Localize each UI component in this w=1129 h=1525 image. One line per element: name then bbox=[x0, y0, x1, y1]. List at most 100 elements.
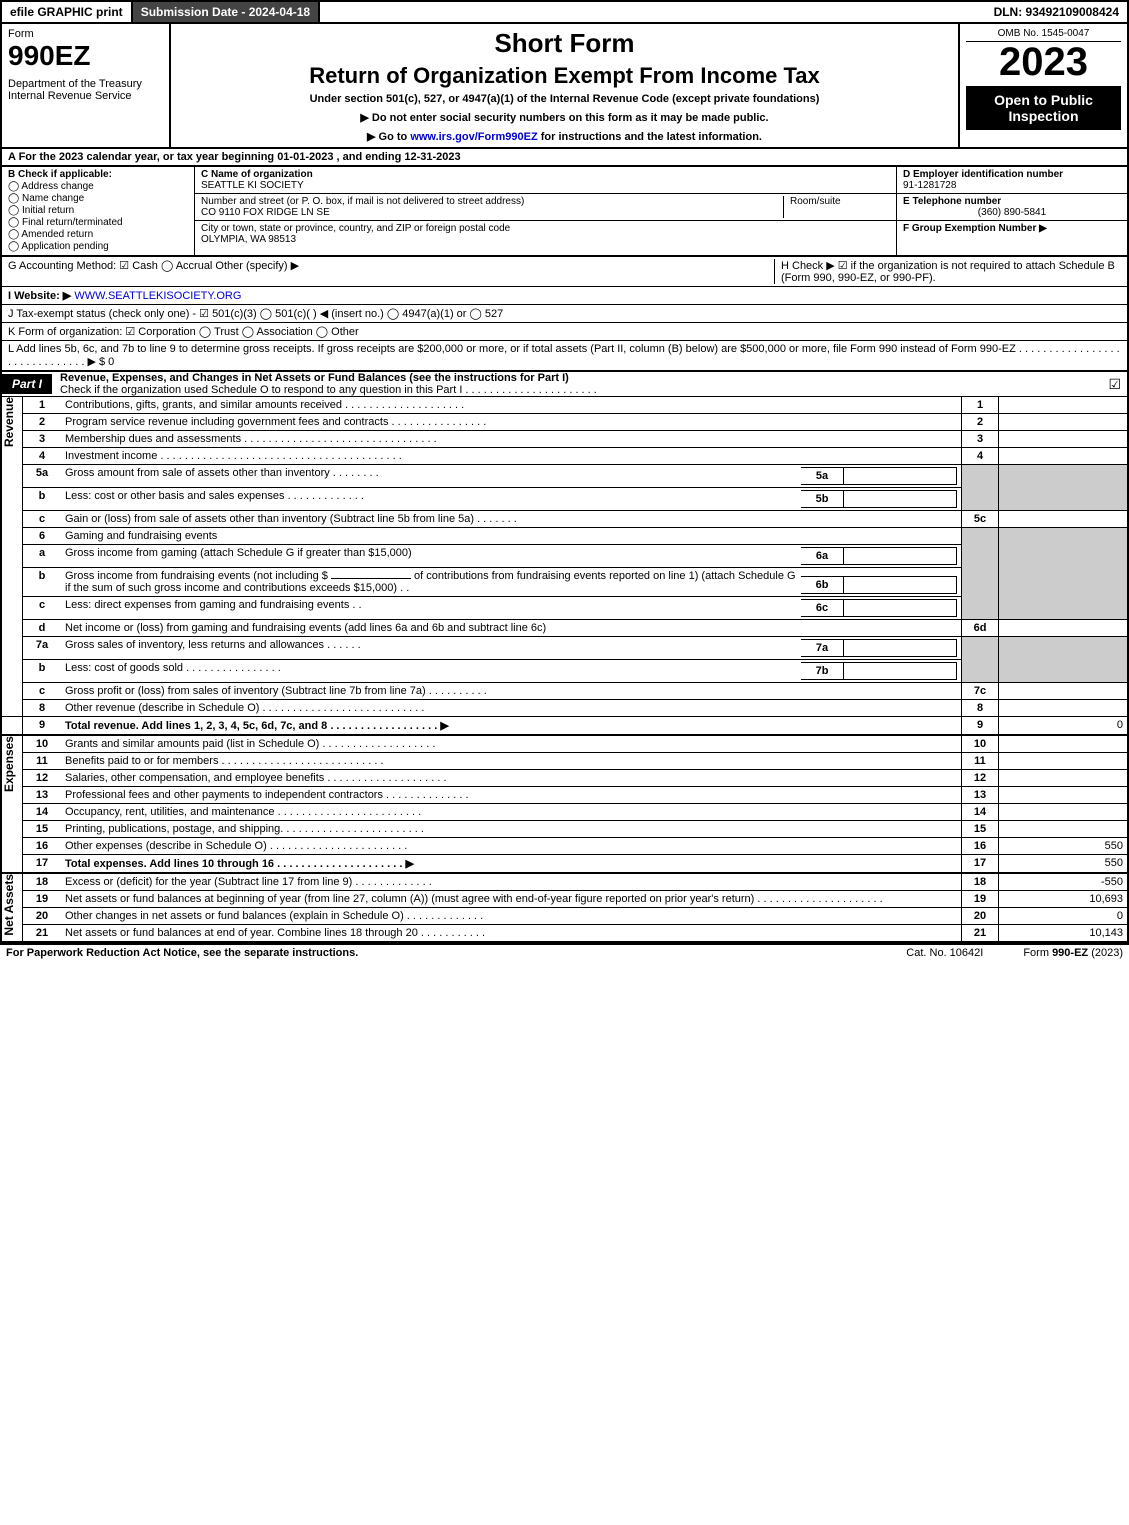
line-8-desc: Other revenue (describe in Schedule O) .… bbox=[61, 700, 962, 717]
line-12-no: 12 bbox=[23, 770, 62, 787]
line-1-amt bbox=[999, 397, 1129, 414]
return-title: Return of Organization Exempt From Incom… bbox=[177, 63, 952, 89]
chk-name-change[interactable]: ◯ Name change bbox=[8, 193, 188, 204]
line-6c-no: c bbox=[23, 597, 62, 620]
line-6b-no: b bbox=[23, 568, 62, 597]
line-20-desc: Other changes in net assets or fund bala… bbox=[61, 908, 962, 925]
line-18-no: 18 bbox=[23, 873, 62, 891]
org-name: SEATTLE KI SOCIETY bbox=[201, 180, 304, 191]
ssn-note: ▶ Do not enter social security numbers o… bbox=[177, 111, 952, 124]
room-label: Room/suite bbox=[790, 196, 841, 207]
city-cell: City or town, state or province, country… bbox=[195, 221, 896, 247]
line-16-side: 16 bbox=[962, 838, 999, 855]
chk-amended-return[interactable]: ◯ Amended return bbox=[8, 229, 188, 240]
chk-address-change[interactable]: ◯ Address change bbox=[8, 181, 188, 192]
line-7c-no: c bbox=[23, 683, 62, 700]
efile-label[interactable]: efile GRAPHIC print bbox=[2, 2, 133, 22]
line-12-desc: Salaries, other compensation, and employ… bbox=[61, 770, 962, 787]
line-13-amt bbox=[999, 787, 1129, 804]
line-19-desc: Net assets or fund balances at beginning… bbox=[61, 891, 962, 908]
rev-end-cell bbox=[1, 717, 23, 736]
form-number: 990EZ bbox=[8, 40, 163, 72]
header-left: Form 990EZ Department of the Treasury In… bbox=[2, 24, 171, 147]
line-7a-desc: Gross sales of inventory, less returns a… bbox=[61, 637, 962, 660]
line-6d-desc: Net income or (loss) from gaming and fun… bbox=[61, 620, 962, 637]
line-18-amt: -550 bbox=[999, 873, 1129, 891]
line-13-no: 13 bbox=[23, 787, 62, 804]
row-l-gross-receipts: L Add lines 5b, 6c, and 7b to line 9 to … bbox=[0, 341, 1129, 372]
line-6d-no: d bbox=[23, 620, 62, 637]
line-5a-desc: Gross amount from sale of assets other t… bbox=[61, 465, 962, 488]
website-link[interactable]: WWW.SEATTLEKISOCIETY.ORG bbox=[74, 290, 241, 302]
line-9-no: 9 bbox=[23, 717, 62, 736]
line-6d-side: 6d bbox=[962, 620, 999, 637]
line-9-side: 9 bbox=[962, 717, 999, 736]
ein-value: 91-1281728 bbox=[903, 180, 956, 191]
line-15-amt bbox=[999, 821, 1129, 838]
line-6b-desc: Gross income from fundraising events (no… bbox=[61, 568, 962, 597]
line-7b-desc: Less: cost of goods sold . . . . . . . .… bbox=[61, 660, 962, 683]
irs-link[interactable]: www.irs.gov/Form990EZ bbox=[410, 131, 537, 143]
line-13-side: 13 bbox=[962, 787, 999, 804]
line-3-side: 3 bbox=[962, 431, 999, 448]
line-17-desc: Total expenses. Add lines 10 through 16 … bbox=[61, 855, 962, 874]
footer-paperwork: For Paperwork Reduction Act Notice, see … bbox=[6, 947, 906, 959]
line-11-desc: Benefits paid to or for members . . . . … bbox=[61, 753, 962, 770]
line-8-amt bbox=[999, 700, 1129, 717]
line-5c-side: 5c bbox=[962, 511, 999, 528]
line-14-no: 14 bbox=[23, 804, 62, 821]
line-6c-desc: Less: direct expenses from gaming and fu… bbox=[61, 597, 962, 620]
line-3-amt bbox=[999, 431, 1129, 448]
line-5b-desc: Less: cost or other basis and sales expe… bbox=[61, 488, 962, 511]
line-20-side: 20 bbox=[962, 908, 999, 925]
street-cell: Number and street (or P. O. box, if mail… bbox=[195, 194, 896, 221]
line-16-no: 16 bbox=[23, 838, 62, 855]
row-gh: G Accounting Method: ☑ Cash ◯ Accrual Ot… bbox=[0, 257, 1129, 287]
footer-catno: Cat. No. 10642I bbox=[906, 947, 983, 959]
line-7a-no: 7a bbox=[23, 637, 62, 660]
row-a-tax-year: A For the 2023 calendar year, or tax yea… bbox=[0, 149, 1129, 167]
expenses-tab: Expenses bbox=[1, 735, 23, 873]
city-value: OLYMPIA, WA 98513 bbox=[201, 234, 296, 245]
tel-label: E Telephone number bbox=[903, 196, 1001, 207]
line-15-no: 15 bbox=[23, 821, 62, 838]
col-c-org-info: C Name of organization SEATTLE KI SOCIET… bbox=[195, 167, 896, 255]
ein-label: D Employer identification number bbox=[903, 169, 1063, 180]
row-k-form-org: K Form of organization: ☑ Corporation ◯ … bbox=[0, 323, 1129, 341]
chk-final-return[interactable]: ◯ Final return/terminated bbox=[8, 217, 188, 228]
line-18-desc: Excess or (deficit) for the year (Subtra… bbox=[61, 873, 962, 891]
line-1-desc: Contributions, gifts, grants, and simila… bbox=[61, 397, 962, 414]
line-6-desc: Gaming and fundraising events bbox=[61, 528, 962, 545]
line-3-desc: Membership dues and assessments . . . . … bbox=[61, 431, 962, 448]
netassets-tab: Net Assets bbox=[1, 873, 23, 942]
line-19-side: 19 bbox=[962, 891, 999, 908]
line-7c-amt bbox=[999, 683, 1129, 700]
part-1-header: Part I Revenue, Expenses, and Changes in… bbox=[0, 372, 1129, 397]
line-4-no: 4 bbox=[23, 448, 62, 465]
line-17-no: 17 bbox=[23, 855, 62, 874]
line-16-amt: 550 bbox=[999, 838, 1129, 855]
chk-application-pending[interactable]: ◯ Application pending bbox=[8, 241, 188, 252]
line-14-amt bbox=[999, 804, 1129, 821]
i-label: I Website: ▶ bbox=[8, 290, 71, 302]
open-to-public: Open to Public Inspection bbox=[966, 86, 1121, 130]
line-7c-desc: Gross profit or (loss) from sales of inv… bbox=[61, 683, 962, 700]
goto-note: ▶ Go to www.irs.gov/Form990EZ for instru… bbox=[177, 130, 952, 143]
line-21-desc: Net assets or fund balances at end of ye… bbox=[61, 925, 962, 943]
b-label: B Check if applicable: bbox=[8, 169, 112, 180]
line-9-amt: 0 bbox=[999, 717, 1129, 736]
submission-date: Submission Date - 2024-04-18 bbox=[133, 2, 320, 22]
part-1-checkbox[interactable]: ☑ bbox=[1108, 376, 1127, 393]
line-7ab-amt-gray bbox=[999, 637, 1129, 683]
tax-year: 2023 bbox=[966, 42, 1121, 82]
form-word: Form bbox=[8, 28, 163, 40]
line-12-side: 12 bbox=[962, 770, 999, 787]
line-11-amt bbox=[999, 753, 1129, 770]
line-15-desc: Printing, publications, postage, and shi… bbox=[61, 821, 962, 838]
top-bar: efile GRAPHIC print Submission Date - 20… bbox=[0, 0, 1129, 24]
chk-initial-return[interactable]: ◯ Initial return bbox=[8, 205, 188, 216]
line-8-no: 8 bbox=[23, 700, 62, 717]
line-20-amt: 0 bbox=[999, 908, 1129, 925]
line-10-desc: Grants and similar amounts paid (list in… bbox=[61, 735, 962, 753]
line-5c-desc: Gain or (loss) from sale of assets other… bbox=[61, 511, 962, 528]
